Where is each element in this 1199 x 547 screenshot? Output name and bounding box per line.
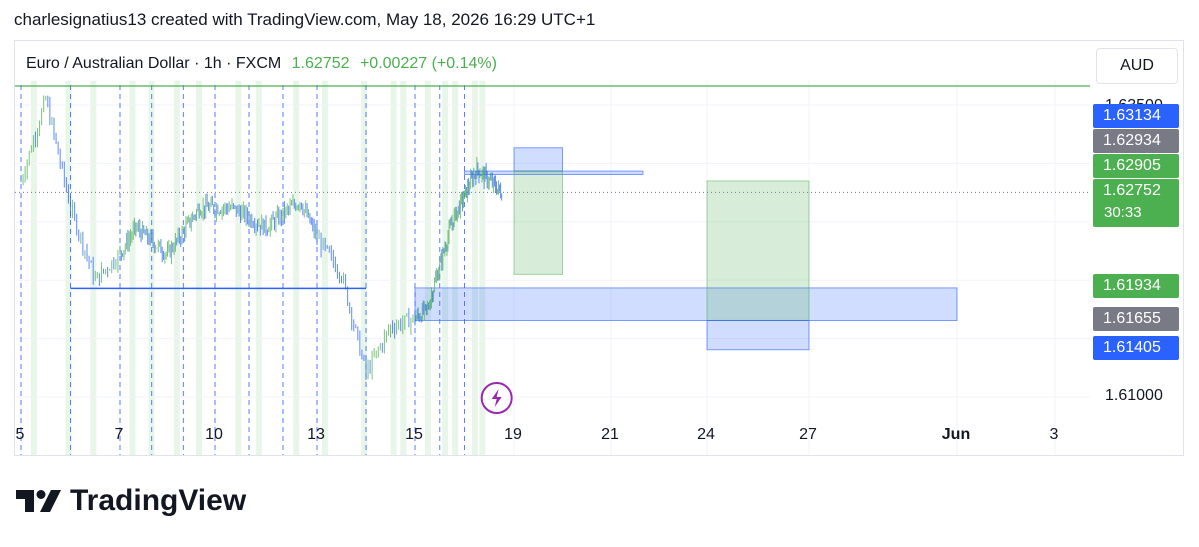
session-shade [255, 81, 262, 455]
session-shade [196, 81, 202, 455]
x-tick-label: 7 [114, 426, 124, 443]
session-shade [442, 81, 449, 455]
tradingview-logo-icon [16, 490, 61, 512]
x-tick-label: 19 [504, 426, 522, 443]
x-tick-label: 13 [307, 426, 325, 443]
session-shade [479, 81, 486, 455]
blue-zone [513, 147, 563, 172]
price-label-support-top: 1.61934 [1093, 274, 1179, 298]
symbol-name: Euro / Australian Dollar · 1h · FXCM [26, 55, 282, 72]
session-shade [321, 81, 328, 455]
x-tick-label: 5 [15, 426, 25, 443]
price-label-support-mid: 1.61655 [1093, 307, 1179, 331]
brand-name: TradingView [70, 484, 247, 517]
price-change: +0.00227 (+0.14%) [359, 55, 497, 72]
price-label-target-high: 1.63134 [1093, 104, 1179, 128]
session-shade [471, 81, 478, 455]
session-shade [400, 81, 407, 455]
session-shade [361, 81, 368, 455]
x-tick-label: 21 [601, 426, 619, 443]
y-tick-label: 1.61000 [1105, 387, 1163, 404]
price-label-last: 1.62752 [1093, 179, 1179, 227]
session-shade [452, 81, 459, 455]
session-shade [424, 81, 431, 455]
x-tick-label: 10 [205, 426, 223, 443]
price-label-target-low: 1.61405 [1093, 336, 1179, 360]
session-shade [173, 81, 180, 455]
blue-zone [414, 287, 958, 321]
chart-caption: charlesignatius13 created with TradingVi… [14, 10, 596, 29]
currency-button[interactable]: AUD [1096, 48, 1178, 84]
price-plot[interactable] [15, 41, 1090, 455]
green-zone [706, 180, 810, 321]
chart-area[interactable] [14, 40, 1184, 456]
x-tick-label: Jun [941, 426, 971, 443]
green-zone [513, 170, 563, 275]
session-shade [390, 81, 397, 455]
price-label-zone-bottom: 1.62905 [1093, 154, 1179, 178]
lightning-icon [491, 389, 502, 407]
symbol-legend[interactable]: Euro / Australian Dollar · 1h · FXCM 1.6… [26, 55, 497, 73]
session-shade [293, 81, 300, 455]
tradingview-logo: TradingView [16, 484, 246, 518]
x-tick-label: 3 [1049, 426, 1059, 443]
x-tick-label: 27 [799, 426, 817, 443]
last-price: 1.62752 [291, 55, 350, 72]
session-shade [235, 81, 242, 455]
session-shade [129, 81, 136, 455]
blue-zone [706, 319, 810, 351]
bar-countdown: 30:33 [1104, 204, 1142, 221]
x-tick-label: 24 [697, 426, 715, 443]
session-shade [65, 81, 72, 455]
x-tick-label: 15 [405, 426, 423, 443]
session-shade [30, 81, 37, 455]
price-label-zone-top: 1.62934 [1093, 129, 1179, 153]
